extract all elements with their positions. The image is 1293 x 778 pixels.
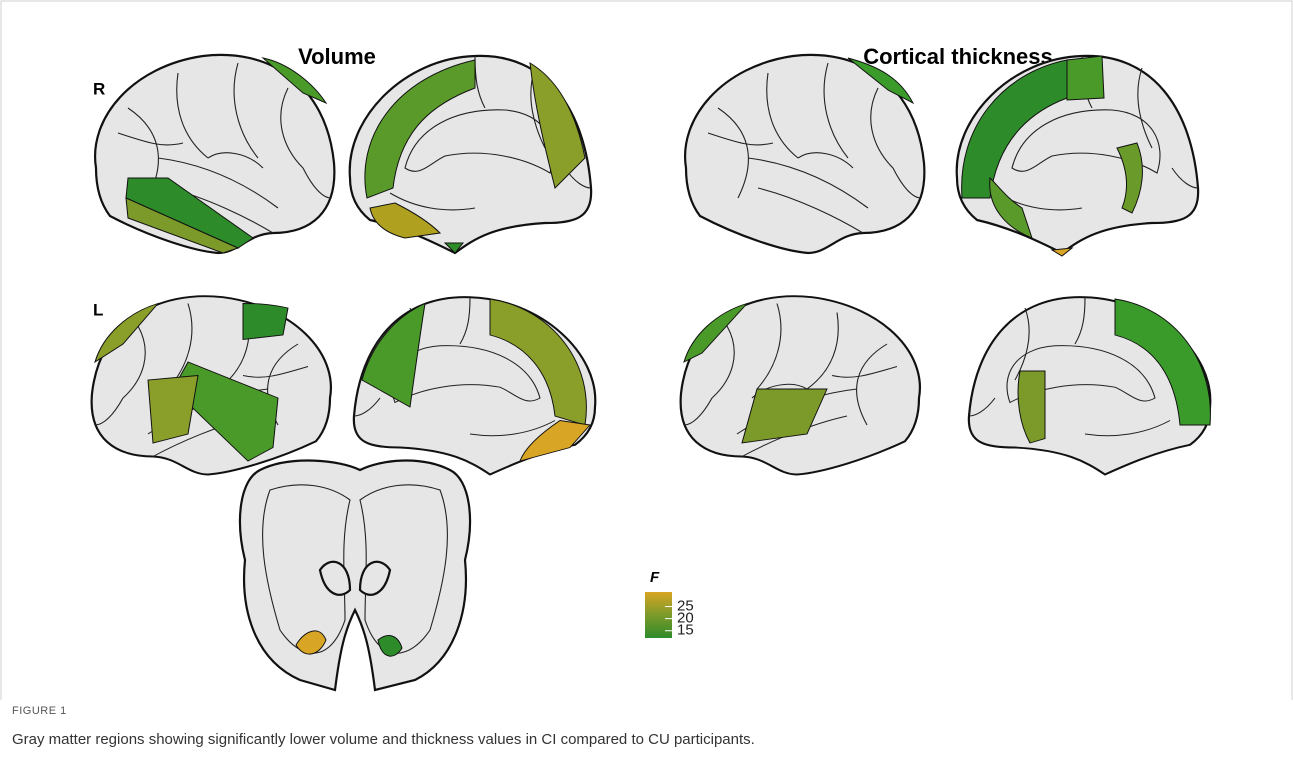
brain-medial [969,297,1211,474]
brain-lateral [685,55,924,253]
panel-title: Cortical thickness [863,44,1053,69]
panel-title: Volume [298,44,376,69]
brain-medial [350,56,591,253]
figure-canvas: Volume Cortical thickness R L [0,0,1293,700]
colorbar-label: F [650,569,660,586]
brain-coronal [240,461,470,690]
brain-lateral [92,296,331,474]
brain-lateral [95,55,334,253]
figure-label: FIGURE 1 [12,705,67,717]
colorbar-tick-label: 15 [677,622,694,639]
figure-page: Volume Cortical thickness R L [0,0,1293,778]
brain-medial [957,56,1198,256]
brain-lateral [681,296,920,474]
row-label: R [93,79,105,98]
brain-medial [354,297,595,474]
caption: Gray matter regions showing significantl… [12,731,755,748]
row-label: L [93,300,103,319]
